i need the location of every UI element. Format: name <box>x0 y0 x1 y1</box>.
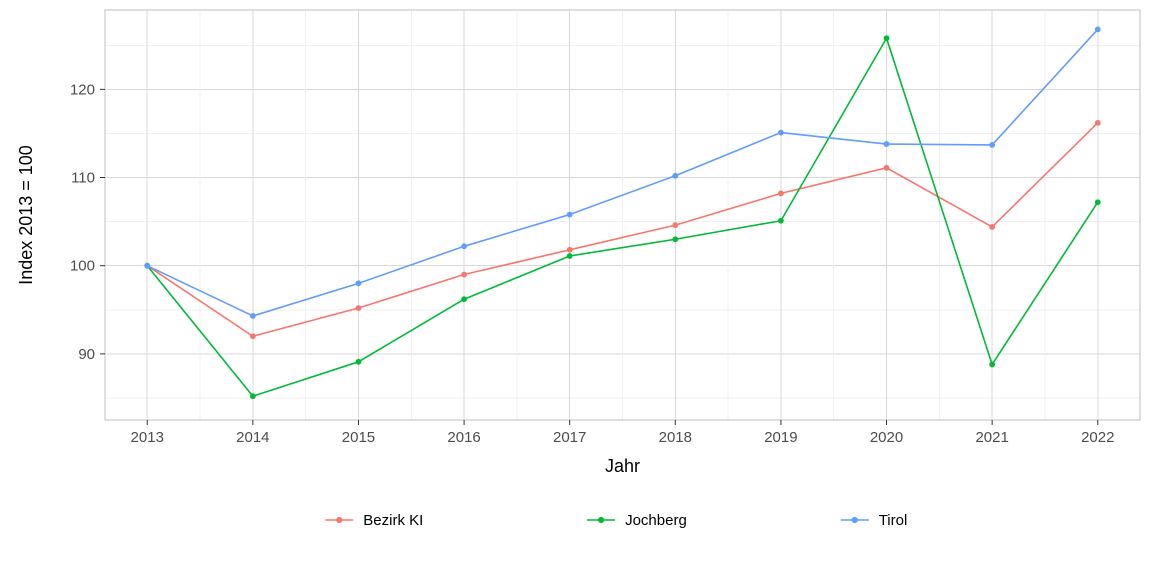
series-point <box>567 253 572 258</box>
series-point <box>990 362 995 367</box>
series-point <box>990 142 995 147</box>
legend-label: Bezirk KI <box>363 512 423 529</box>
series-point <box>145 263 150 268</box>
series-point <box>778 191 783 196</box>
series-point <box>673 237 678 242</box>
y-tick-label: 120 <box>70 81 95 98</box>
series-point <box>250 313 255 318</box>
series-point <box>673 173 678 178</box>
series-point <box>778 218 783 223</box>
legend-swatch-point <box>337 517 342 522</box>
series-point <box>461 272 466 277</box>
x-tick-label: 2021 <box>975 429 1008 446</box>
legend-swatch-point <box>599 517 604 522</box>
x-tick-label: 2016 <box>447 429 480 446</box>
series-point <box>356 305 361 310</box>
line-chart: 2013 2014 2015 2016 2017 2018 2019 2020 2021 2022… <box>0 0 1152 576</box>
x-tick-label: 2013 <box>131 429 164 446</box>
series-point <box>1095 200 1100 205</box>
x-tick-label: 2022 <box>1081 429 1114 446</box>
series-point <box>567 247 572 252</box>
series-point <box>884 165 889 170</box>
x-tick-label: 2015 <box>342 429 375 446</box>
series-point <box>1095 120 1100 125</box>
chart-container: 2013 2014 2015 2016 2017 2018 2019 2020 2021 2022… <box>0 0 1152 576</box>
x-tick-label: 2018 <box>659 429 692 446</box>
x-tick-label: 2019 <box>764 429 797 446</box>
legend-swatch-point <box>852 517 857 522</box>
legend-label: Jochberg <box>625 512 687 529</box>
x-tick-label: 2017 <box>553 429 586 446</box>
y-tick-label: 100 <box>70 258 95 275</box>
series-point <box>1095 27 1100 32</box>
series-point <box>356 281 361 286</box>
series-point <box>250 394 255 399</box>
x-tick-label: 2014 <box>236 429 269 446</box>
series-point <box>250 334 255 339</box>
y-tick-label: 110 <box>71 170 95 187</box>
series-point <box>884 141 889 146</box>
series-point <box>990 224 995 229</box>
y-axis-title: Index 2013 = 100 <box>16 145 36 285</box>
series-point <box>673 223 678 228</box>
series-point <box>461 297 466 302</box>
series-point <box>356 359 361 364</box>
series-point <box>567 212 572 217</box>
series-point <box>884 36 889 41</box>
series-point <box>778 130 783 135</box>
y-tick-label: 90 <box>78 346 95 363</box>
x-tick-label: 2020 <box>870 429 903 446</box>
legend-label: Tirol <box>879 512 908 529</box>
x-axis-title: Jahr <box>605 456 640 476</box>
series-point <box>461 244 466 249</box>
